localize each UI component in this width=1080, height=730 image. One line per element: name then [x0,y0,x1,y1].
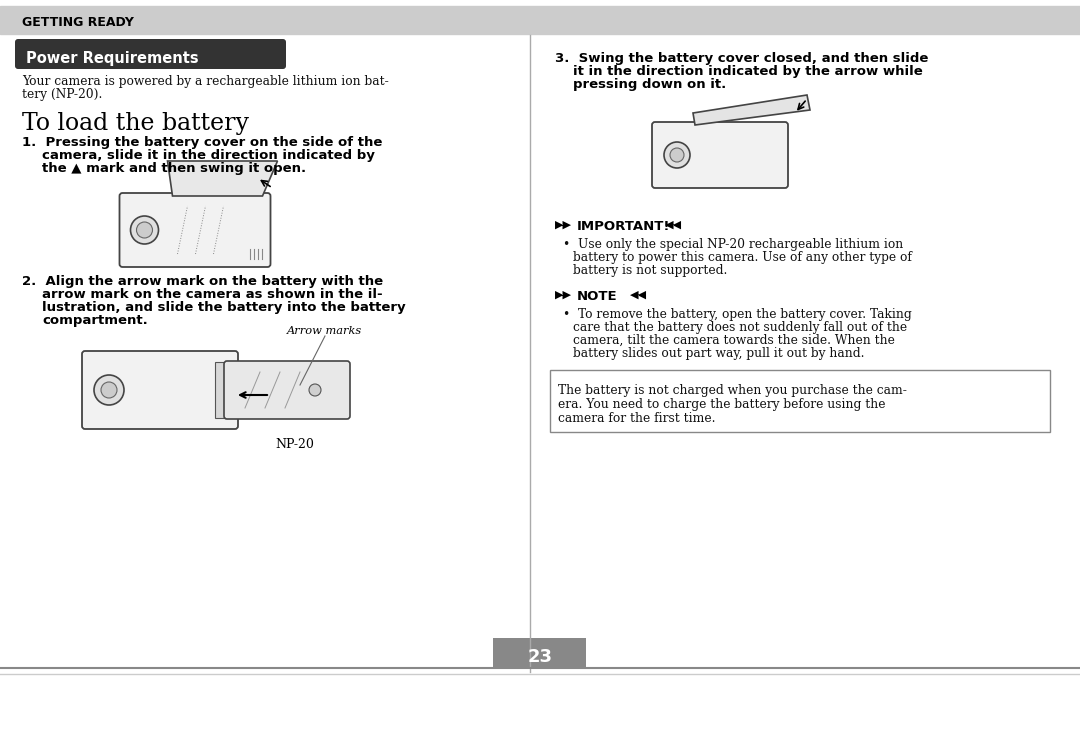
FancyBboxPatch shape [120,193,270,267]
Circle shape [131,216,159,244]
Text: care that the battery does not suddenly fall out of the: care that the battery does not suddenly … [573,321,907,334]
Text: arrow mark on the camera as shown in the il-: arrow mark on the camera as shown in the… [42,288,382,301]
Text: the ▲ mark and then swing it open.: the ▲ mark and then swing it open. [42,162,306,175]
Text: camera, tilt the camera towards the side. When the: camera, tilt the camera towards the side… [573,334,895,347]
Text: era. You need to charge the battery before using the: era. You need to charge the battery befo… [558,398,886,411]
FancyBboxPatch shape [224,361,350,419]
Bar [215,362,237,418]
Circle shape [664,142,690,168]
FancyBboxPatch shape [15,39,286,69]
Text: ▶▶: ▶▶ [555,220,572,230]
Circle shape [136,222,152,238]
Text: it in the direction indicated by the arrow while: it in the direction indicated by the arr… [573,65,922,78]
Text: 23: 23 [527,648,553,666]
Text: NP-20: NP-20 [275,438,314,451]
Polygon shape [167,161,278,196]
Text: To load the battery: To load the battery [22,112,249,135]
Circle shape [94,375,124,405]
Bar [550,370,1050,432]
Text: camera, slide it in the direction indicated by: camera, slide it in the direction indica… [42,149,375,162]
Text: pressing down on it.: pressing down on it. [573,78,726,91]
Bar [0,6,1080,34]
Text: GETTING READY: GETTING READY [22,16,134,29]
Circle shape [309,384,321,396]
Text: 3.  Swing the battery cover closed, and then slide: 3. Swing the battery cover closed, and t… [555,52,929,65]
Text: ◀◀: ◀◀ [665,220,681,230]
Text: The battery is not charged when you purchase the cam-: The battery is not charged when you purc… [558,384,907,397]
Circle shape [670,148,684,162]
FancyBboxPatch shape [82,351,238,429]
FancyBboxPatch shape [652,122,788,188]
Bar [492,638,586,668]
Text: •  To remove the battery, open the battery cover. Taking: • To remove the battery, open the batter… [563,308,912,321]
Text: ◀◀: ◀◀ [630,290,647,300]
Text: tery (NP-20).: tery (NP-20). [22,88,103,101]
Polygon shape [693,95,810,125]
Text: •  Use only the special NP-20 rechargeable lithium ion: • Use only the special NP-20 rechargeabl… [563,238,903,251]
Text: battery to power this camera. Use of any other type of: battery to power this camera. Use of any… [573,251,912,264]
Text: 1.  Pressing the battery cover on the side of the: 1. Pressing the battery cover on the sid… [22,136,382,149]
Circle shape [102,382,117,398]
Text: Your camera is powered by a rechargeable lithium ion bat-: Your camera is powered by a rechargeable… [22,75,389,88]
Text: IMPORTANT!: IMPORTANT! [577,220,671,233]
Text: Arrow marks: Arrow marks [287,326,363,336]
Text: compartment.: compartment. [42,314,148,327]
Text: battery is not supported.: battery is not supported. [573,264,727,277]
Text: 2.  Align the arrow mark on the battery with the: 2. Align the arrow mark on the battery w… [22,275,383,288]
Text: battery slides out part way, pull it out by hand.: battery slides out part way, pull it out… [573,347,864,360]
Text: camera for the first time.: camera for the first time. [558,412,715,425]
Text: lustration, and slide the battery into the battery: lustration, and slide the battery into t… [42,301,406,314]
Text: Power Requirements: Power Requirements [26,51,199,66]
Text: NOTE: NOTE [577,290,618,303]
Text: ▶▶: ▶▶ [555,290,572,300]
